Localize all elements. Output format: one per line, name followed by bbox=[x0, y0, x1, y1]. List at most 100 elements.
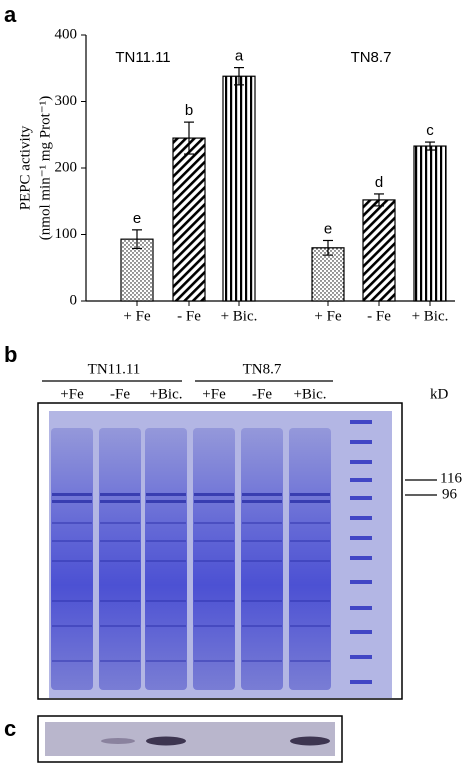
x-tick-label: + Bic. bbox=[221, 308, 258, 324]
lane bbox=[145, 428, 187, 690]
blot-band bbox=[146, 736, 186, 746]
ladder-band bbox=[350, 606, 372, 610]
protein-band bbox=[146, 540, 186, 542]
protein-band bbox=[242, 540, 282, 542]
protein-band bbox=[146, 500, 186, 503]
protein-band bbox=[194, 522, 234, 524]
group-label: TN8.7 bbox=[351, 49, 392, 66]
bar bbox=[120, 238, 154, 302]
ladder-band bbox=[350, 536, 372, 540]
lane bbox=[51, 428, 93, 690]
x-tick-label: + Fe bbox=[314, 308, 342, 324]
protein-band bbox=[100, 540, 140, 542]
protein-band bbox=[194, 625, 234, 627]
annotation: e bbox=[133, 210, 141, 227]
lane-label: +Fe bbox=[60, 386, 84, 402]
protein-band bbox=[146, 600, 186, 602]
y-tick-label: 300 bbox=[55, 93, 78, 109]
protein-band bbox=[194, 660, 234, 662]
blot-frame bbox=[37, 715, 343, 763]
gel-frame bbox=[37, 402, 403, 700]
protein-band bbox=[290, 660, 330, 662]
panel-label: a bbox=[4, 2, 17, 27]
y-tick-label: 200 bbox=[55, 159, 78, 175]
protein-band bbox=[194, 600, 234, 602]
lane-label: -Fe bbox=[252, 386, 272, 402]
protein-band bbox=[242, 493, 282, 496]
protein-band bbox=[242, 625, 282, 627]
protein-band bbox=[52, 600, 92, 602]
protein-band bbox=[146, 522, 186, 524]
protein-band bbox=[100, 560, 140, 562]
protein-band bbox=[100, 522, 140, 524]
protein-band bbox=[194, 493, 234, 496]
blot-image bbox=[45, 722, 335, 756]
lane-label: +Fe bbox=[202, 386, 226, 402]
lane bbox=[289, 428, 331, 690]
protein-band bbox=[242, 522, 282, 524]
y-tick-label: 400 bbox=[55, 26, 78, 42]
group-label: TN11.11 bbox=[88, 361, 141, 377]
protein-band bbox=[100, 660, 140, 662]
x-tick-label: - Fe bbox=[177, 308, 201, 324]
protein-band bbox=[52, 522, 92, 524]
ladder-band bbox=[350, 516, 372, 520]
protein-band bbox=[100, 600, 140, 602]
x-tick-label: + Fe bbox=[123, 308, 151, 324]
ladder-band bbox=[350, 420, 372, 424]
y-axis-label-line: PEPC activity bbox=[17, 125, 33, 210]
y-tick-label: 100 bbox=[55, 226, 78, 242]
unit-label: kD bbox=[430, 386, 449, 402]
bar bbox=[311, 247, 345, 302]
y-axis-label-line: (nmol min⁻¹ mg Prot⁻¹) bbox=[37, 96, 53, 240]
bar bbox=[222, 75, 256, 302]
annotation: b bbox=[185, 102, 193, 119]
ladder-band bbox=[350, 478, 372, 482]
ladder-band bbox=[350, 655, 372, 659]
bar bbox=[172, 137, 206, 302]
ladder-band bbox=[350, 496, 372, 500]
protein-band bbox=[290, 600, 330, 602]
blot-band bbox=[101, 738, 135, 744]
annotation: c bbox=[426, 122, 434, 139]
protein-band bbox=[52, 493, 92, 496]
protein-band bbox=[290, 540, 330, 542]
y-tick-label: 0 bbox=[70, 292, 78, 308]
x-tick-label: + Bic. bbox=[412, 308, 449, 324]
marker-label: 116 bbox=[440, 470, 462, 486]
bar bbox=[362, 199, 396, 302]
protein-band bbox=[146, 560, 186, 562]
protein-band bbox=[52, 500, 92, 503]
protein-band bbox=[100, 500, 140, 503]
x-tick-label: - Fe bbox=[367, 308, 391, 324]
protein-band bbox=[290, 625, 330, 627]
annotation: e bbox=[324, 220, 332, 237]
lane bbox=[99, 428, 141, 690]
bar bbox=[413, 145, 447, 302]
protein-band bbox=[290, 522, 330, 524]
blot-band bbox=[290, 736, 330, 746]
protein-band bbox=[242, 560, 282, 562]
protein-band bbox=[194, 540, 234, 542]
ladder-band bbox=[350, 630, 372, 634]
marker-label: 96 bbox=[442, 486, 458, 502]
ladder-band bbox=[350, 440, 372, 444]
protein-band bbox=[52, 560, 92, 562]
protein-band bbox=[146, 660, 186, 662]
protein-band bbox=[100, 625, 140, 627]
protein-band bbox=[242, 660, 282, 662]
protein-band bbox=[194, 560, 234, 562]
gel-lanes: TN11.11 TN8.7 +Fe -Fe +Bic. +Fe -Fe +Bic. kD 1169… bbox=[51, 361, 462, 690]
group-label: TN8.7 bbox=[243, 361, 282, 377]
ladder-band bbox=[350, 460, 372, 464]
protein-band bbox=[290, 500, 330, 503]
protein-band bbox=[146, 493, 186, 496]
protein-band bbox=[242, 500, 282, 503]
ladder-band bbox=[350, 580, 372, 584]
protein-band bbox=[290, 560, 330, 562]
lane-label: +Bic. bbox=[149, 386, 182, 402]
lane-label: -Fe bbox=[110, 386, 130, 402]
ladder-band bbox=[350, 556, 372, 560]
annotation: a bbox=[235, 48, 244, 65]
